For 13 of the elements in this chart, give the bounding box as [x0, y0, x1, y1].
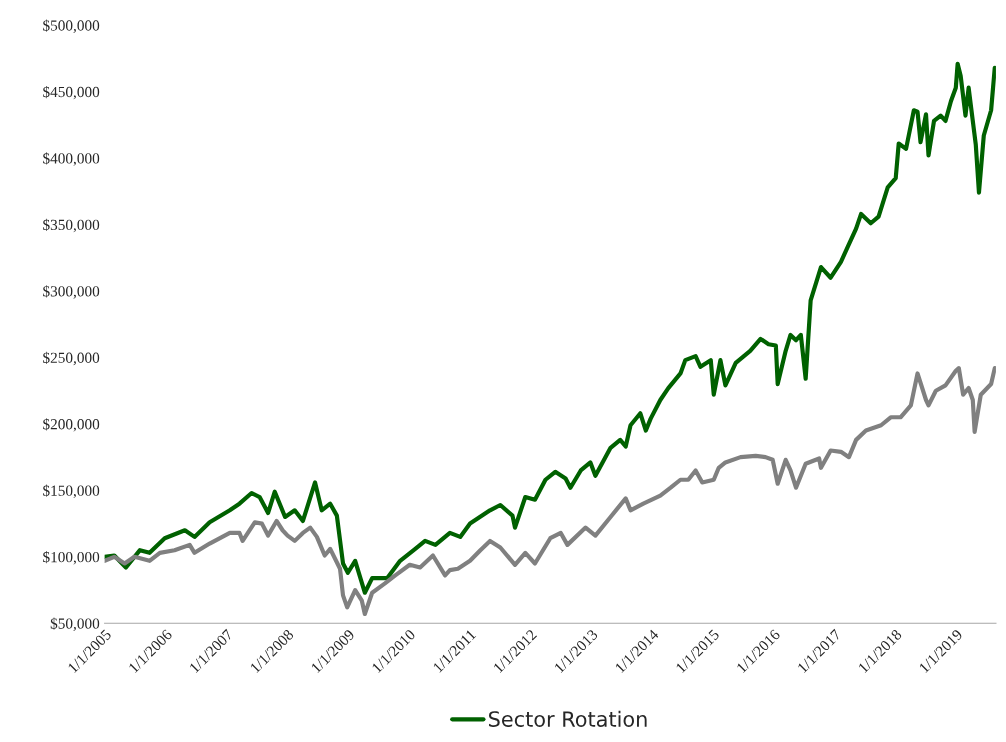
legend-label: Sector Rotation [489, 710, 647, 727]
y-tick-label: $150,000 [43, 484, 100, 499]
y-tick-label: $50,000 [50, 617, 100, 631]
y-tick-label: $100,000 [43, 551, 100, 565]
y-tick-label: $250,000 [43, 351, 100, 366]
y-tick-label: $300,000 [43, 285, 100, 299]
y-tick-label: $350,000 [43, 218, 100, 233]
y-tick-label: $450,000 [43, 85, 100, 100]
line-series [104, 366, 996, 617]
y-tick-label: $400,000 [43, 152, 100, 166]
y-tick-label: $500,000 [43, 19, 100, 33]
line-series [104, 61, 996, 595]
y-tick-label: $200,000 [43, 418, 100, 432]
